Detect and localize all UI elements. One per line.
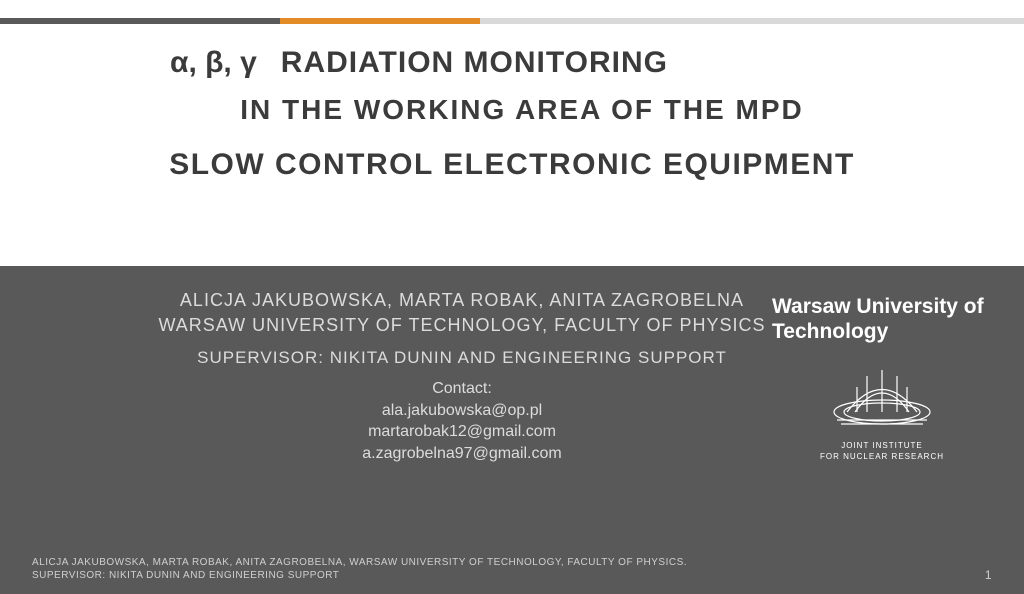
author-names: ALICJA JAKUBOWSKA, MARTA ROBAK, ANITA ZA… — [152, 290, 772, 311]
top-accent-bar — [0, 18, 1024, 24]
greek-symbols: α, β, γ — [170, 46, 257, 80]
logo-column: Warsaw University of Technology — [772, 290, 992, 464]
title-line-2: IN THE WORKING AREA OF THE MPD — [40, 94, 984, 126]
university-name: Warsaw University of Technology — [772, 294, 992, 344]
contact-email-1: ala.jakubowska@op.pl — [152, 400, 772, 422]
page-number: 1 — [985, 568, 992, 582]
authors-block: ALICJA JAKUBOWSKA, MARTA ROBAK, ANITA ZA… — [32, 290, 772, 464]
supervisor-line: SUPERVISOR: NIKITA DUNIN AND ENGINEERING… — [152, 348, 772, 368]
title-line-1: RADIATION MONITORING — [281, 46, 668, 80]
author-affiliation: WARSAW UNIVERSITY OF TECHNOLOGY, FACULTY… — [152, 315, 772, 336]
bar-segment-light — [480, 18, 1024, 24]
title-line-3: SLOW CONTROL ELECTRONIC EQUIPMENT — [40, 148, 984, 182]
contact-email-2: martarobak12@gmail.com — [152, 421, 772, 443]
footer-credits: ALICJA JAKUBOWSKA, MARTA ROBAK, ANITA ZA… — [32, 556, 687, 582]
institute-caption: JOINT INSTITUTE FOR NUCLEAR RESEARCH — [772, 441, 992, 462]
contact-block: Contact: ala.jakubowska@op.pl martarobak… — [152, 378, 772, 464]
title-block: α, β, γ RADIATION MONITORING IN THE WORK… — [0, 24, 1024, 202]
institute-logo-icon — [827, 362, 937, 432]
info-panel: ALICJA JAKUBOWSKA, MARTA ROBAK, ANITA ZA… — [0, 266, 1024, 594]
contact-label: Contact: — [152, 378, 772, 400]
footer: ALICJA JAKUBOWSKA, MARTA ROBAK, ANITA ZA… — [32, 556, 992, 582]
bar-segment-orange — [280, 18, 480, 24]
contact-email-3: a.zagrobelna97@gmail.com — [152, 443, 772, 465]
bar-segment-gray — [0, 18, 280, 24]
